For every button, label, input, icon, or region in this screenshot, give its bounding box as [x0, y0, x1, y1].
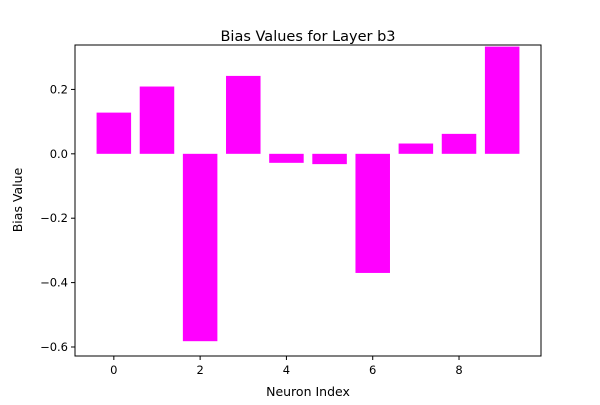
x-axis-ticks: 0 2 4 6 8 [110, 356, 463, 377]
y-tick-label: −0.6 [40, 340, 68, 354]
chart-title: Bias Values for Layer b3 [220, 29, 395, 45]
x-tick-label: 4 [283, 363, 290, 377]
bar-neuron-5 [312, 153, 347, 165]
x-tick-label: 2 [196, 363, 203, 377]
x-tick-label: 6 [369, 363, 376, 377]
bar-neuron-0 [96, 112, 132, 154]
y-axis-ticks: −0.6 −0.4 −0.2 0.0 0.2 [40, 82, 75, 354]
bar-neuron-6 [355, 153, 390, 273]
bar-neuron-2 [182, 153, 218, 342]
bar-neuron-8 [441, 133, 477, 154]
x-axis-label: Neuron Index [266, 384, 350, 399]
x-tick-label: 0 [110, 363, 117, 377]
y-axis-label: Bias Value [10, 167, 25, 232]
y-tick-label: −0.2 [40, 211, 68, 225]
y-tick-label: 0.0 [50, 147, 68, 161]
bars-group [96, 46, 520, 342]
bar-neuron-7 [398, 143, 434, 154]
x-tick-label: 8 [455, 363, 462, 377]
bar-neuron-3 [226, 75, 261, 154]
bar-neuron-1 [139, 86, 175, 154]
y-tick-label: −0.4 [40, 276, 68, 290]
bar-neuron-4 [269, 153, 304, 163]
bar-neuron-9 [484, 46, 520, 154]
y-tick-label: 0.2 [50, 82, 68, 96]
plot-frame [74, 44, 542, 357]
